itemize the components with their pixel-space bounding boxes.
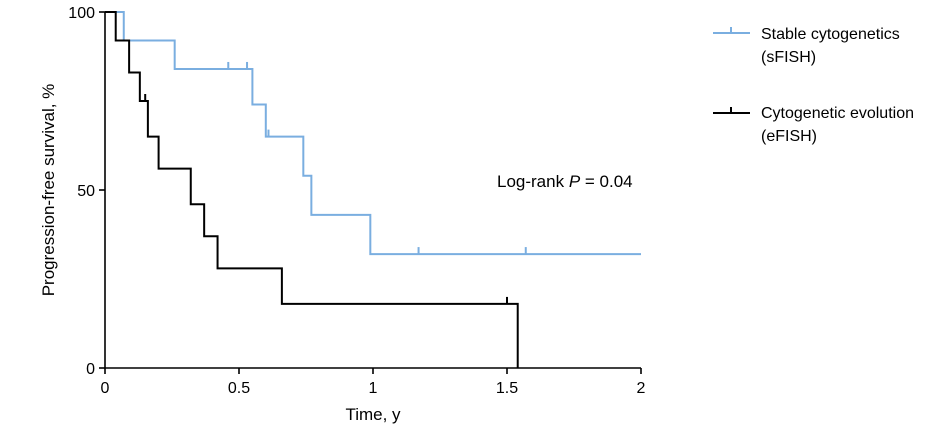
y-tick-label: 0: [86, 361, 95, 378]
y-tick-label: 100: [68, 5, 95, 22]
log-rank-value: = 0.04: [580, 172, 632, 191]
legend-label-stable-line2: (sFISH): [761, 49, 816, 66]
x-ticks: 0 0.5 1 1.5 2: [101, 368, 646, 397]
legend: Stable cytogenetics (sFISH) Cytogenetic …: [713, 26, 914, 145]
log-rank-p: P: [569, 172, 581, 191]
legend-item-evolution: Cytogenetic evolution (eFISH): [713, 105, 914, 145]
x-tick-label: 2: [637, 380, 646, 397]
y-tick-label: 50: [77, 183, 95, 200]
legend-label-stable-line1: Stable cytogenetics: [761, 26, 900, 43]
log-rank-prefix: Log-rank: [497, 172, 569, 191]
x-tick-label: 1: [369, 380, 378, 397]
legend-label-evolution-line2: (eFISH): [761, 128, 817, 145]
km-curve-evolution: [105, 11, 519, 368]
series-layer: [105, 11, 641, 368]
y-ticks: 0 50 100: [68, 5, 105, 378]
x-tick-label: 0.5: [228, 380, 250, 397]
legend-item-stable: Stable cytogenetics (sFISH): [713, 26, 900, 66]
x-tick-label: 0: [101, 380, 110, 397]
legend-label-evolution-line1: Cytogenetic evolution: [761, 105, 914, 122]
km-curve-stable: [105, 11, 641, 256]
y-axis-title: Progression-free survival, %: [39, 84, 58, 297]
log-rank-annotation: Log-rank P = 0.04: [497, 172, 633, 191]
x-tick-label: 1.5: [496, 380, 518, 397]
x-axis-title: Time, y: [345, 405, 401, 424]
